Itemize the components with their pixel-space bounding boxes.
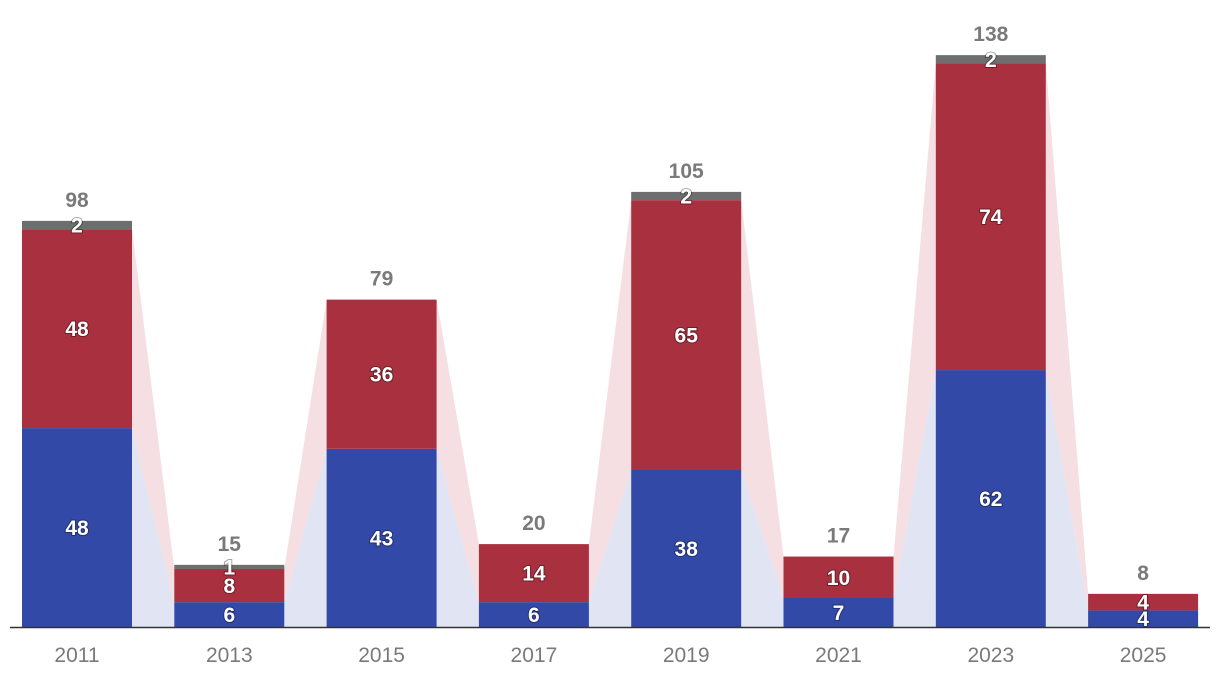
connector-band-2019-2021-s1 xyxy=(741,200,784,598)
segment-label-2011-s1: 48 xyxy=(65,318,89,341)
total-label-2013: 15 xyxy=(218,533,242,556)
segment-label-2025-s1: 4 xyxy=(1137,592,1149,615)
segment-label-2011-s2: 2 xyxy=(71,215,83,238)
connector-band-2011-2013-s1 xyxy=(132,229,175,603)
segment-label-2021-s1: 10 xyxy=(827,567,850,590)
segment-label-2019-s0: 38 xyxy=(675,538,699,561)
bar-2025-s0 xyxy=(1088,610,1199,627)
connector-band-2017-2019-s1 xyxy=(588,200,632,603)
x-tick-2023: 2023 xyxy=(967,644,1014,667)
bar-2017-s0 xyxy=(478,602,589,627)
segment-label-2011-s0: 48 xyxy=(65,517,89,540)
x-tick-2025: 2025 xyxy=(1120,644,1167,667)
segment-label-2025-s0: 4 xyxy=(1137,608,1149,631)
x-tick-2019: 2019 xyxy=(663,644,710,667)
connector-band-2021-2023-s0 xyxy=(893,370,936,627)
x-tick-2011: 2011 xyxy=(54,644,99,667)
segment-label-2019-s1: 65 xyxy=(675,324,699,347)
bar-2011-s0 xyxy=(22,428,132,627)
bar-2013-s1 xyxy=(174,568,285,603)
segment-label-2013-s0: 6 xyxy=(223,604,235,627)
bar-2021-s0 xyxy=(783,597,894,627)
bar-2015-s1 xyxy=(326,299,437,449)
connector-band-2011-2013-s0 xyxy=(132,428,175,627)
segment-label-2023-s0: 62 xyxy=(979,488,1002,511)
total-label-2017: 20 xyxy=(522,512,545,535)
x-tick-2021: 2021 xyxy=(815,644,862,667)
segment-label-2013-s2: 1 xyxy=(223,556,235,579)
connector-band-2023-2025-s1 xyxy=(1045,63,1089,611)
bar-2019-s1 xyxy=(631,200,742,470)
total-label-2015: 79 xyxy=(370,268,393,291)
x-tick-2017: 2017 xyxy=(511,644,558,667)
bar-2023-s0 xyxy=(935,370,1046,627)
bar-2017-s1 xyxy=(478,544,589,603)
total-label-2025: 8 xyxy=(1137,562,1149,585)
connector-band-2021-2023-s1 xyxy=(893,63,936,598)
segment-label-2023-s2: 2 xyxy=(985,49,997,72)
connector-band-2015-2017-s1 xyxy=(436,299,479,603)
connector-band-2015-2017-s0 xyxy=(436,448,479,627)
bar-2025-s1 xyxy=(1088,593,1199,611)
bar-2023-s1 xyxy=(935,63,1046,371)
bar-2019-s2 xyxy=(631,191,742,201)
bar-2011-s2 xyxy=(22,220,132,230)
connector-band-2017-2019-s0 xyxy=(588,469,632,627)
bar-2021-s1 xyxy=(783,556,894,598)
segment-label-2017-s1: 14 xyxy=(522,563,546,586)
bar-2019-s0 xyxy=(631,469,742,627)
total-label-2011: 98 xyxy=(65,189,89,212)
connector-band-2019-2021-s0 xyxy=(741,469,784,627)
bar-2023-s2 xyxy=(935,55,1046,64)
connector-band-2013-2015-s1 xyxy=(284,299,327,603)
segment-label-2021-s0: 7 xyxy=(833,602,845,625)
connector-band-2013-2015-s0 xyxy=(284,448,327,627)
segment-label-2017-s0: 6 xyxy=(528,604,540,627)
bar-2011-s1 xyxy=(22,229,132,429)
segment-label-2019-s2: 2 xyxy=(680,186,692,209)
connector-bands xyxy=(132,63,1089,627)
x-tick-2013: 2013 xyxy=(206,644,253,667)
x-axis-ticks: 2011 2013 2015 2017 2019 2021 2023 2025 xyxy=(54,644,1166,667)
bar-2013-s2 xyxy=(174,564,285,569)
total-label-2019: 105 xyxy=(669,160,704,183)
bar-2013-s0 xyxy=(174,602,285,627)
bars xyxy=(22,55,1199,627)
total-label-2023: 138 xyxy=(973,23,1008,46)
total-label-2021: 17 xyxy=(827,525,850,548)
segment-label-2023-s1: 74 xyxy=(979,206,1003,229)
segment-label-2015-s1: 36 xyxy=(370,364,393,387)
bar-2015-s0 xyxy=(326,448,437,627)
segment-label-2015-s0: 43 xyxy=(370,527,393,550)
segment-label-2013-s1: 8 xyxy=(223,575,235,598)
connector-band-2023-2025-s0 xyxy=(1045,370,1089,627)
x-tick-2015: 2015 xyxy=(358,644,405,667)
